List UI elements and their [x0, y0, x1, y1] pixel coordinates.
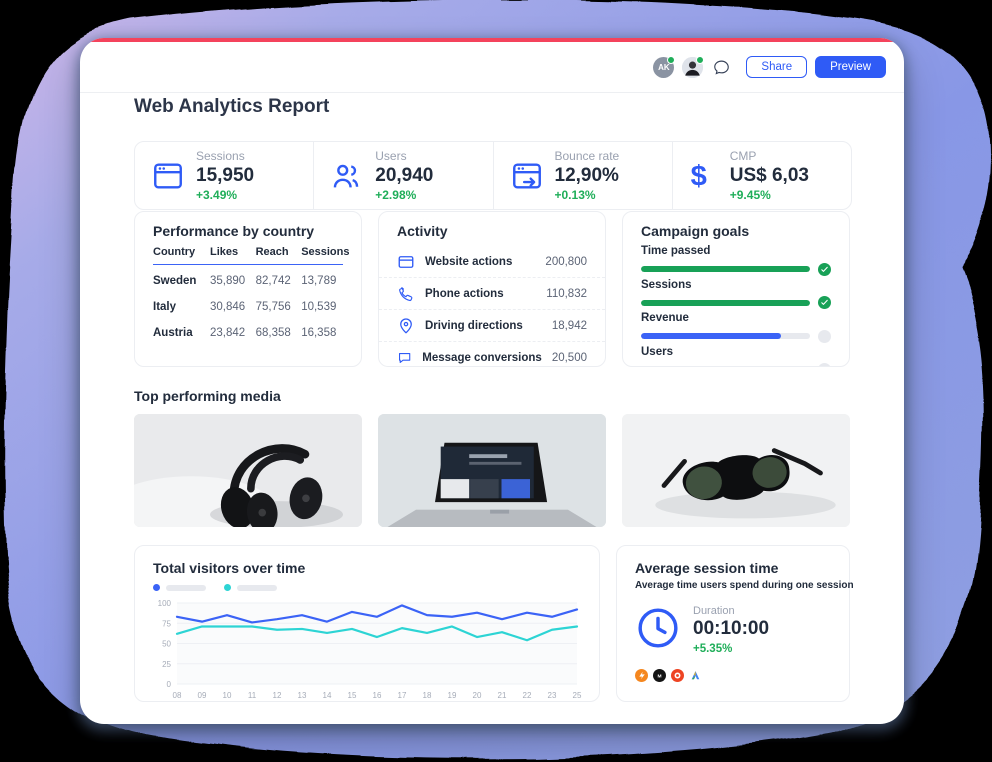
svg-text:15: 15	[348, 691, 357, 700]
svg-text:12: 12	[273, 691, 282, 700]
svg-text:18: 18	[423, 691, 432, 700]
svg-text:M: M	[657, 674, 661, 680]
svg-text:08: 08	[173, 691, 182, 700]
svg-text:16: 16	[373, 691, 382, 700]
svg-text:21: 21	[498, 691, 507, 700]
svg-text:$: $	[690, 160, 706, 192]
svg-text:23: 23	[548, 691, 557, 700]
svg-text:25: 25	[573, 691, 582, 700]
svg-text:22: 22	[523, 691, 532, 700]
svg-text:09: 09	[198, 691, 207, 700]
svg-text:0: 0	[167, 680, 172, 689]
svg-text:10: 10	[223, 691, 232, 700]
svg-text:20: 20	[473, 691, 482, 700]
svg-text:13: 13	[298, 691, 307, 700]
svg-text:11: 11	[248, 691, 257, 700]
svg-text:100: 100	[158, 599, 172, 608]
svg-text:25: 25	[162, 660, 171, 669]
svg-text:14: 14	[323, 691, 332, 700]
svg-text:75: 75	[162, 619, 171, 628]
svg-text:50: 50	[162, 640, 171, 649]
svg-text:19: 19	[448, 691, 457, 700]
svg-text:17: 17	[398, 691, 407, 700]
